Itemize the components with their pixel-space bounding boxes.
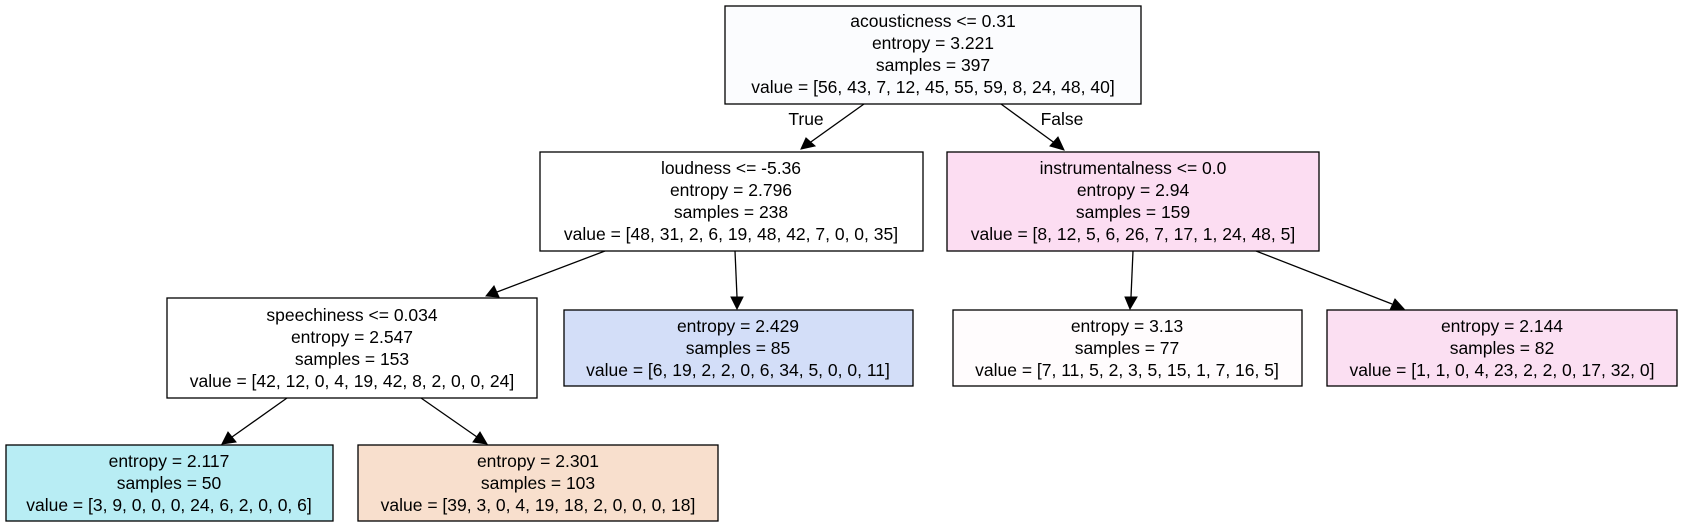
value-text: value = [7, 11, 5, 2, 3, 5, 15, 1, 7, 16…: [975, 360, 1279, 380]
value-text: value = [56, 43, 7, 12, 45, 55, 59, 8, 2…: [751, 77, 1114, 97]
edge-loudness-to-speechiness: [485, 250, 606, 298]
node-root-acousticness: acousticness <= 0.31 entropy = 3.221 sam…: [724, 5, 1142, 105]
split-condition: instrumentalness <= 0.0: [1040, 158, 1227, 178]
node-loudness: loudness <= -5.36 entropy = 2.796 sample…: [539, 151, 924, 252]
edge-instrumentalness-to-leaf-77: [1124, 250, 1138, 311]
entropy-text: entropy = 2.94: [1077, 180, 1190, 200]
edge-speechiness-to-leaf-50: [221, 397, 288, 445]
samples-text: samples = 397: [876, 55, 990, 75]
value-text: value = [1, 1, 0, 4, 23, 2, 2, 0, 17, 32…: [1349, 360, 1654, 380]
entropy-text: entropy = 2.144: [1441, 316, 1563, 336]
edge-instrumentalness-to-leaf-82: [1255, 250, 1406, 311]
entropy-text: entropy = 2.301: [477, 451, 599, 471]
value-text: value = [48, 31, 2, 6, 19, 48, 42, 7, 0,…: [564, 224, 898, 244]
entropy-text: entropy = 2.547: [291, 327, 413, 347]
node-leaf-77: entropy = 3.13 samples = 77 value = [7, …: [952, 309, 1303, 387]
samples-text: samples = 159: [1076, 202, 1190, 222]
entropy-text: entropy = 3.221: [872, 33, 994, 53]
samples-text: samples = 238: [674, 202, 788, 222]
samples-text: samples = 153: [295, 349, 409, 369]
entropy-text: entropy = 2.796: [670, 180, 792, 200]
samples-text: samples = 103: [481, 473, 595, 493]
node-leaf-82: entropy = 2.144 samples = 82 value = [1,…: [1326, 309, 1678, 387]
edge-loudness-to-leaf-85: [730, 250, 744, 311]
edge-label-true: True: [788, 109, 823, 129]
value-text: value = [6, 19, 2, 2, 0, 6, 34, 5, 0, 0,…: [586, 360, 890, 380]
split-condition: loudness <= -5.36: [661, 158, 801, 178]
node-speechiness: speechiness <= 0.034 entropy = 2.547 sam…: [166, 297, 538, 399]
node-leaf-103: entropy = 2.301 samples = 103 value = [3…: [357, 444, 719, 522]
split-condition: speechiness <= 0.034: [266, 305, 438, 325]
edge-label-false: False: [1041, 109, 1084, 129]
samples-text: samples = 85: [686, 338, 791, 358]
samples-text: samples = 77: [1075, 338, 1180, 358]
split-condition: acousticness <= 0.31: [850, 11, 1015, 31]
samples-text: samples = 50: [117, 473, 222, 493]
value-text: value = [8, 12, 5, 6, 26, 7, 17, 1, 24, …: [971, 224, 1295, 244]
samples-text: samples = 82: [1450, 338, 1555, 358]
entropy-text: entropy = 3.13: [1071, 316, 1183, 336]
edge-root-to-loudness: [800, 103, 865, 150]
node-leaf-50: entropy = 2.117 samples = 50 value = [3,…: [5, 444, 334, 522]
edge-root-to-instrumentalness: [1000, 103, 1065, 151]
entropy-text: entropy = 2.429: [677, 316, 799, 336]
node-instrumentalness: instrumentalness <= 0.0 entropy = 2.94 s…: [946, 151, 1320, 252]
value-text: value = [42, 12, 0, 4, 19, 42, 8, 2, 0, …: [190, 371, 514, 391]
edge-speechiness-to-leaf-103: [420, 397, 488, 445]
value-text: value = [3, 9, 0, 0, 0, 24, 6, 2, 0, 0, …: [26, 495, 312, 515]
value-text: value = [39, 3, 0, 4, 19, 18, 2, 0, 0, 0…: [381, 495, 696, 515]
entropy-text: entropy = 2.117: [109, 451, 230, 471]
node-leaf-85: entropy = 2.429 samples = 85 value = [6,…: [563, 309, 914, 387]
